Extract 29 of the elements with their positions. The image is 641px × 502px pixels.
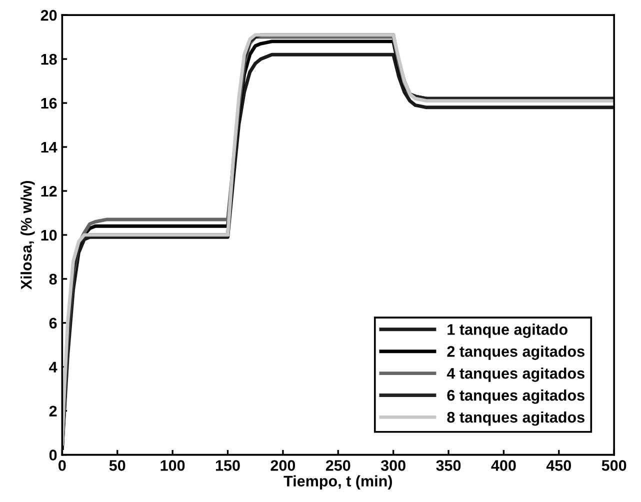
x-tick-label: 500 xyxy=(602,460,626,471)
y-tick-label: 4 xyxy=(49,362,58,372)
y-tick-label: 14 xyxy=(41,142,58,153)
legend-label: 6 tanques agitados xyxy=(447,390,584,404)
y-tick-label: 10 xyxy=(41,230,57,241)
x-tick-label: 350 xyxy=(436,460,461,471)
legend-label: 8 tanques agitados xyxy=(447,411,584,426)
x-tick-label: 0 xyxy=(58,460,66,471)
x-tick-label: 450 xyxy=(546,460,572,471)
legend-label: 4 tanques agitados xyxy=(446,368,584,382)
x-tick-label: 400 xyxy=(491,460,516,471)
x-tick-label: 300 xyxy=(380,460,406,471)
y-tick-label: 8 xyxy=(49,274,57,285)
x-axis-title: Tiempo, t (min) xyxy=(284,475,392,490)
y-tick-label: 18 xyxy=(41,54,57,65)
legend-label: 2 tanques agitados xyxy=(447,346,584,360)
y-axis-title: Xilosa, (% w/w) xyxy=(20,180,35,290)
y-tick-label: 6 xyxy=(49,318,57,329)
x-tick-label: 100 xyxy=(160,460,185,471)
y-tick-label: 20 xyxy=(40,10,57,21)
x-tick-label: 200 xyxy=(270,460,296,471)
legend-label: 1 tanque agitado xyxy=(448,324,568,338)
x-tick-label: 250 xyxy=(326,460,350,471)
y-tick-label: 0 xyxy=(49,450,57,460)
y-tick-label: 2 xyxy=(49,406,57,416)
x-tick-label: 50 xyxy=(109,460,126,471)
y-tick-label: 12 xyxy=(41,186,57,196)
y-tick-label: 16 xyxy=(41,98,57,109)
x-tick-label: 150 xyxy=(216,460,240,471)
